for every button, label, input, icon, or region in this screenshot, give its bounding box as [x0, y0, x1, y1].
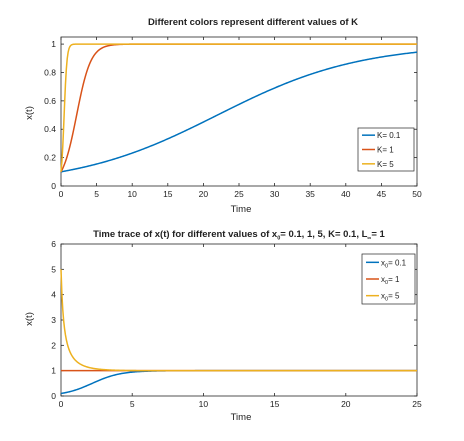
x-tick-label: 50 [412, 189, 422, 199]
x-tick-label: 20 [341, 399, 351, 409]
y-tick-label: 4 [51, 290, 56, 300]
x-tick-label: 25 [234, 189, 244, 199]
legend-label-part: = 5 [388, 292, 400, 301]
title-part: = 0.1, 1, 5, K= 0.1, L [280, 229, 367, 240]
legend-label: K= 0.1 [377, 131, 401, 140]
y-tick-label: 0 [51, 181, 56, 191]
legend: K= 0.1 K= 1 K= 5 [357, 127, 415, 172]
legend-label-sub: 0 [385, 263, 388, 269]
y-ticks: 0 0.2 0.4 0.6 0.8 1 [44, 39, 417, 191]
plot-area: 0 0.2 0.4 0.6 0.8 1 0 5 10 15 20 25 30 35 40 45 50 [44, 36, 422, 199]
y-tick-label: 3 [51, 315, 56, 325]
chart-title: Different colors represent different val… [148, 17, 358, 28]
legend-label-part: = 1 [388, 275, 400, 284]
title-part: Time trace of x(t) for different values … [93, 229, 278, 240]
legend-label-part: x [381, 258, 385, 267]
legend-label-part: x [381, 292, 385, 301]
y-tick-label: 1 [51, 366, 56, 376]
title-sub: 0 [277, 236, 280, 242]
legend-label-part: = 0.1 [388, 258, 407, 267]
x-axis-label: Time [231, 412, 252, 423]
y-tick-label: 0.2 [44, 153, 56, 163]
x-ticks: 0 5 10 15 20 25 [59, 244, 422, 409]
legend-label: K= 5 [377, 160, 394, 169]
legend-label: x0= 0.1 [381, 258, 407, 269]
x-tick-label: 40 [341, 189, 351, 199]
legend-label-sub: 0 [385, 280, 388, 286]
series-line [60, 269, 417, 372]
y-axis-label: x(t) [24, 106, 35, 120]
chart-title: Time trace of x(t) for different values … [93, 229, 385, 242]
legend-label-sub: 0 [385, 297, 388, 303]
series-line [60, 43, 417, 172]
series-lines [60, 269, 417, 395]
y-tick-label: 2 [51, 340, 56, 350]
plot-area: 0 1 2 3 4 5 6 0 5 10 15 20 25 [51, 239, 422, 409]
x-tick-label: 15 [163, 189, 173, 199]
y-axis-label: x(t) [24, 312, 35, 326]
legend-label: K= 1 [377, 146, 394, 155]
legend-label-part: x [381, 275, 385, 284]
y-tick-label: 0 [51, 391, 56, 401]
y-ticks: 0 1 2 3 4 5 6 [51, 239, 417, 401]
x-tick-label: 0 [59, 399, 64, 409]
x-tick-label: 30 [270, 189, 280, 199]
x-ticks: 0 5 10 15 20 25 30 35 40 45 50 [59, 37, 422, 199]
y-tick-label: 6 [51, 239, 56, 249]
chart-k-comparison: Different colors represent different val… [24, 17, 422, 215]
x-tick-label: 0 [59, 189, 64, 199]
series-line [60, 51, 418, 173]
x-tick-label: 5 [94, 189, 99, 199]
x-tick-label: 45 [377, 189, 387, 199]
y-tick-label: 0.8 [44, 67, 56, 77]
legend: x0= 0.1x0= 1x0= 5 [361, 253, 416, 305]
x-tick-label: 25 [412, 399, 422, 409]
chart-x0-comparison: Time trace of x(t) for different values … [24, 229, 422, 423]
x-tick-label: 10 [127, 189, 137, 199]
x-tick-label: 20 [199, 189, 209, 199]
x-tick-label: 35 [305, 189, 315, 199]
series-lines [60, 43, 418, 173]
title-sub: ∞ [367, 236, 371, 242]
y-tick-label: 0.4 [44, 124, 56, 134]
x-tick-label: 10 [199, 399, 209, 409]
legend-label: x0= 1 [381, 275, 400, 286]
x-tick-label: 5 [130, 399, 135, 409]
legend-label: x0= 5 [381, 292, 400, 303]
title-part: = 1 [371, 229, 385, 240]
x-tick-label: 15 [270, 399, 280, 409]
y-tick-label: 5 [51, 264, 56, 274]
y-tick-label: 1 [51, 39, 56, 49]
y-tick-label: 0.6 [44, 96, 56, 106]
x-axis-label: Time [231, 204, 252, 215]
